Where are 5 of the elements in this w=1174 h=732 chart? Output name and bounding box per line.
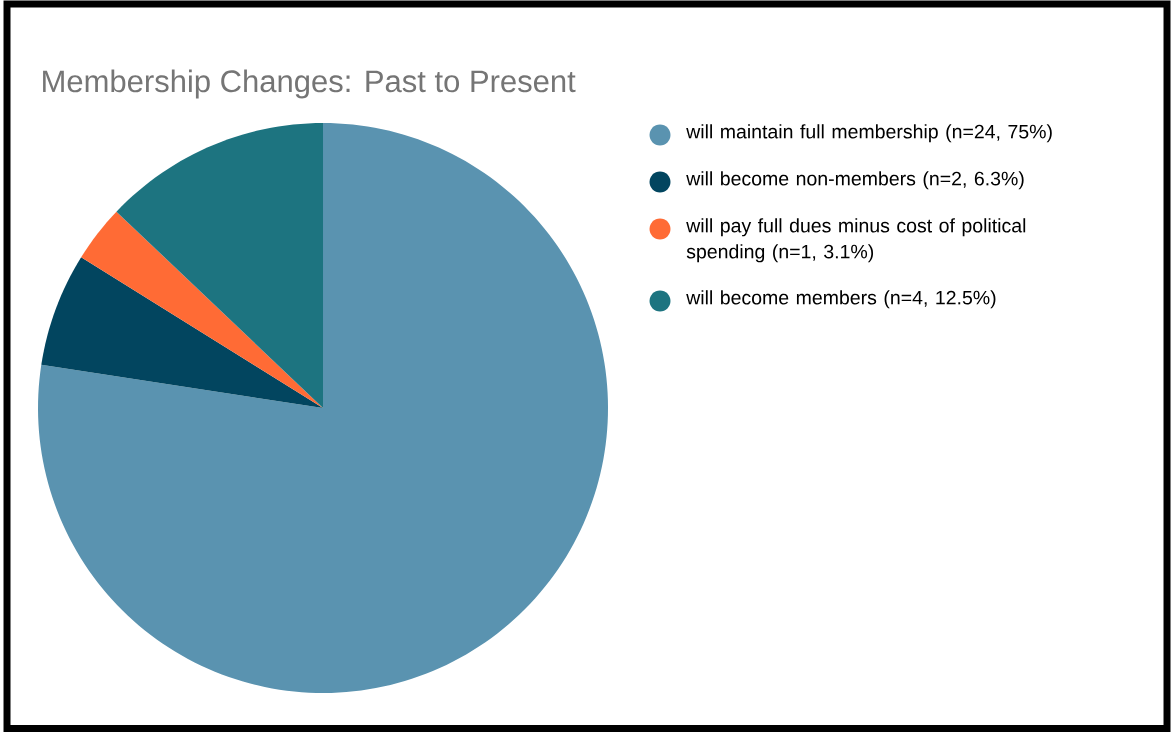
legend-label: will pay full dues minus cost of political spending (n=1, 3.1%) [686, 218, 1026, 263]
legend-label: will maintain full membership (n=24, 75%) [686, 124, 1052, 143]
legend-label: will become members (n=4, 12.5%) [686, 290, 996, 309]
chart-title: Membership Changes: Past to Present [43, 69, 576, 99]
legend-label: will become non-members (n=2, 6.3%) [686, 171, 1024, 190]
